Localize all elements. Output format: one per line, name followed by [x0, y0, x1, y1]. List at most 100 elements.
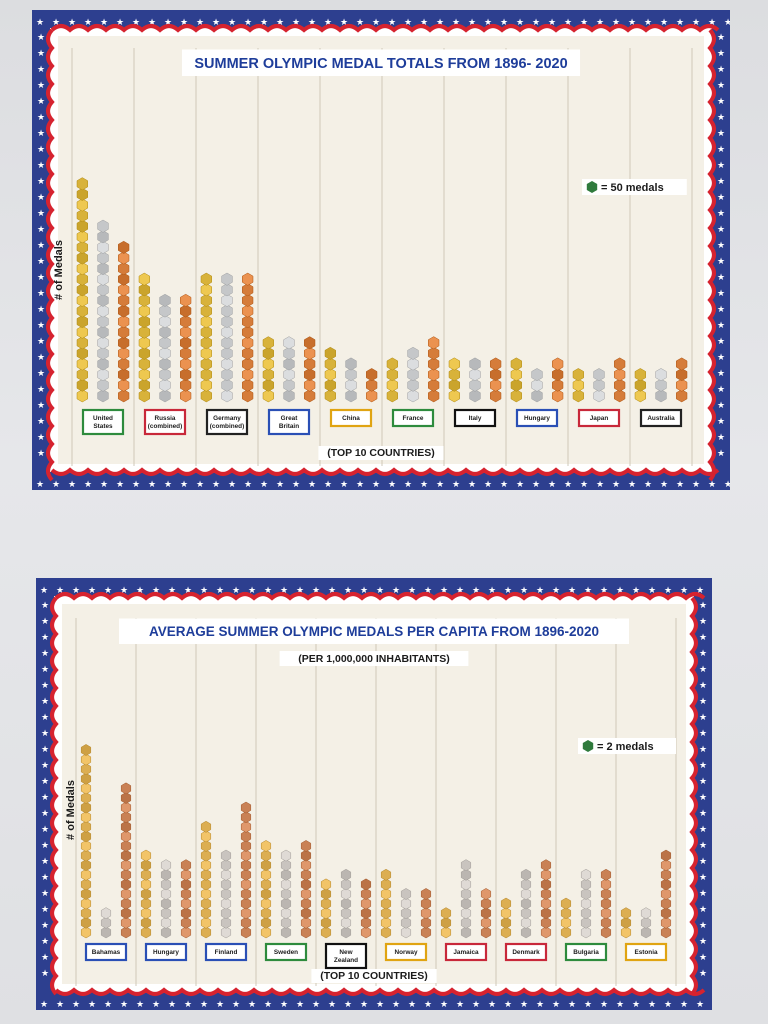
- medal-hexagon: [221, 336, 233, 350]
- medal-hexagon: [80, 878, 92, 891]
- svg-text:★: ★: [312, 999, 320, 1009]
- medal-hexagon: [180, 389, 192, 403]
- medal-hexagon: [260, 897, 272, 910]
- svg-text:★: ★: [136, 585, 144, 595]
- svg-text:★: ★: [717, 192, 725, 202]
- svg-text:★: ★: [37, 192, 45, 202]
- medal-hexagon: [510, 389, 522, 403]
- medal-hexagon: [460, 907, 472, 920]
- border-stars-left: [36, 578, 54, 1010]
- svg-text:★: ★: [388, 479, 396, 489]
- medal-hexagon: [660, 878, 672, 891]
- category-tag-box: [504, 942, 548, 962]
- medal-hexagon: [260, 859, 272, 872]
- medal-hexagon: [640, 907, 652, 920]
- medal-hexagon: [480, 916, 492, 929]
- svg-text:★: ★: [120, 585, 128, 595]
- medal-hexagon: [540, 916, 552, 929]
- medal-hexagon: [283, 389, 295, 403]
- medal-hexagon: [240, 916, 252, 929]
- medal-hexagon: [655, 368, 667, 382]
- medal-hexagon: [260, 888, 272, 900]
- medal-hexagon: [428, 378, 440, 392]
- svg-text:★: ★: [372, 479, 380, 489]
- svg-text:★: ★: [52, 479, 60, 489]
- medal-hexagon: [324, 389, 336, 403]
- medal-hexagon: [240, 811, 252, 824]
- medal-hexagon: [304, 346, 316, 360]
- medal-hexagon: [280, 897, 292, 910]
- medal-hexagon: [490, 389, 502, 403]
- medal-hexagon: [240, 830, 252, 843]
- svg-text:★: ★: [699, 936, 707, 946]
- category-tag-box: [453, 408, 497, 428]
- bar-bronze-new: [360, 878, 372, 939]
- medal-hexagon: [97, 357, 109, 371]
- medal-hexagon: [480, 926, 492, 939]
- medal-hexagon: [360, 897, 372, 910]
- medal-hexagon: [97, 389, 109, 403]
- medal-hexagon: [614, 389, 626, 403]
- medal-hexagon: [345, 368, 357, 382]
- category-label: (combined): [148, 423, 182, 430]
- svg-text:★: ★: [504, 585, 512, 595]
- bar-bronze-finland: [240, 801, 252, 939]
- medal-hexagon: [600, 897, 612, 910]
- svg-text:★: ★: [648, 585, 656, 595]
- medal-hexagon: [240, 820, 252, 833]
- medal-hexagon: [260, 926, 272, 939]
- medal-hexagon: [540, 878, 552, 891]
- svg-text:★: ★: [488, 999, 496, 1009]
- medal-hexagon: [180, 378, 192, 392]
- medal-hexagon: [500, 916, 512, 929]
- medal-hexagon: [120, 782, 132, 795]
- medal-hexagon: [480, 897, 492, 910]
- svg-text:★: ★: [717, 272, 725, 282]
- medal-hexagon: [118, 389, 130, 403]
- svg-text:★: ★: [612, 479, 620, 489]
- medal-hexagon: [324, 346, 336, 360]
- border-stars-right: [712, 10, 730, 490]
- svg-text:★: ★: [41, 840, 49, 850]
- svg-text:★: ★: [88, 999, 96, 1009]
- svg-text:★: ★: [456, 585, 464, 595]
- category-tag-box: [144, 942, 188, 962]
- bar-silver-australia: [655, 368, 667, 403]
- medal-hexagon: [480, 907, 492, 920]
- svg-text:★: ★: [568, 999, 576, 1009]
- medal-hexagon: [552, 368, 564, 382]
- medal-hexagon: [120, 868, 132, 881]
- medal-hexagon: [120, 859, 132, 872]
- medal-hexagon: [676, 368, 688, 382]
- svg-text:★: ★: [420, 17, 428, 27]
- medal-hexagon: [620, 916, 632, 929]
- medal-hexagon: [221, 346, 233, 360]
- svg-text:★: ★: [628, 479, 636, 489]
- chart-title: AVERAGE SUMMER OLYMPIC MEDALS PER CAPITA…: [149, 624, 599, 639]
- medal-hexagon: [469, 378, 481, 392]
- bar-silver-china: [345, 357, 357, 403]
- medal-hexagon: [360, 926, 372, 939]
- svg-text:★: ★: [40, 585, 48, 595]
- bar-bronze-great: [304, 336, 316, 403]
- svg-text:★: ★: [264, 585, 272, 595]
- svg-text:★: ★: [520, 585, 528, 595]
- category-label: Britain: [279, 423, 299, 430]
- category-label: Hungary: [524, 415, 550, 422]
- medal-hexagon: [118, 357, 130, 371]
- medal-hexagon: [340, 868, 352, 881]
- svg-text:★: ★: [660, 17, 668, 27]
- bar-silver-sweden: [280, 849, 292, 939]
- category-label: Great: [281, 415, 299, 422]
- svg-text:★: ★: [699, 952, 707, 962]
- svg-text:★: ★: [596, 479, 604, 489]
- category-label: Denmark: [512, 949, 540, 956]
- medal-hexagon: [76, 187, 88, 201]
- svg-text:★: ★: [308, 17, 316, 27]
- bar-silver-jamaica: [460, 859, 472, 939]
- bar-bronze-sweden: [300, 840, 312, 939]
- medal-hexagon: [660, 868, 672, 881]
- medal-hexagon: [552, 357, 564, 371]
- medal-hexagon: [460, 888, 472, 900]
- svg-text:★: ★: [72, 585, 80, 595]
